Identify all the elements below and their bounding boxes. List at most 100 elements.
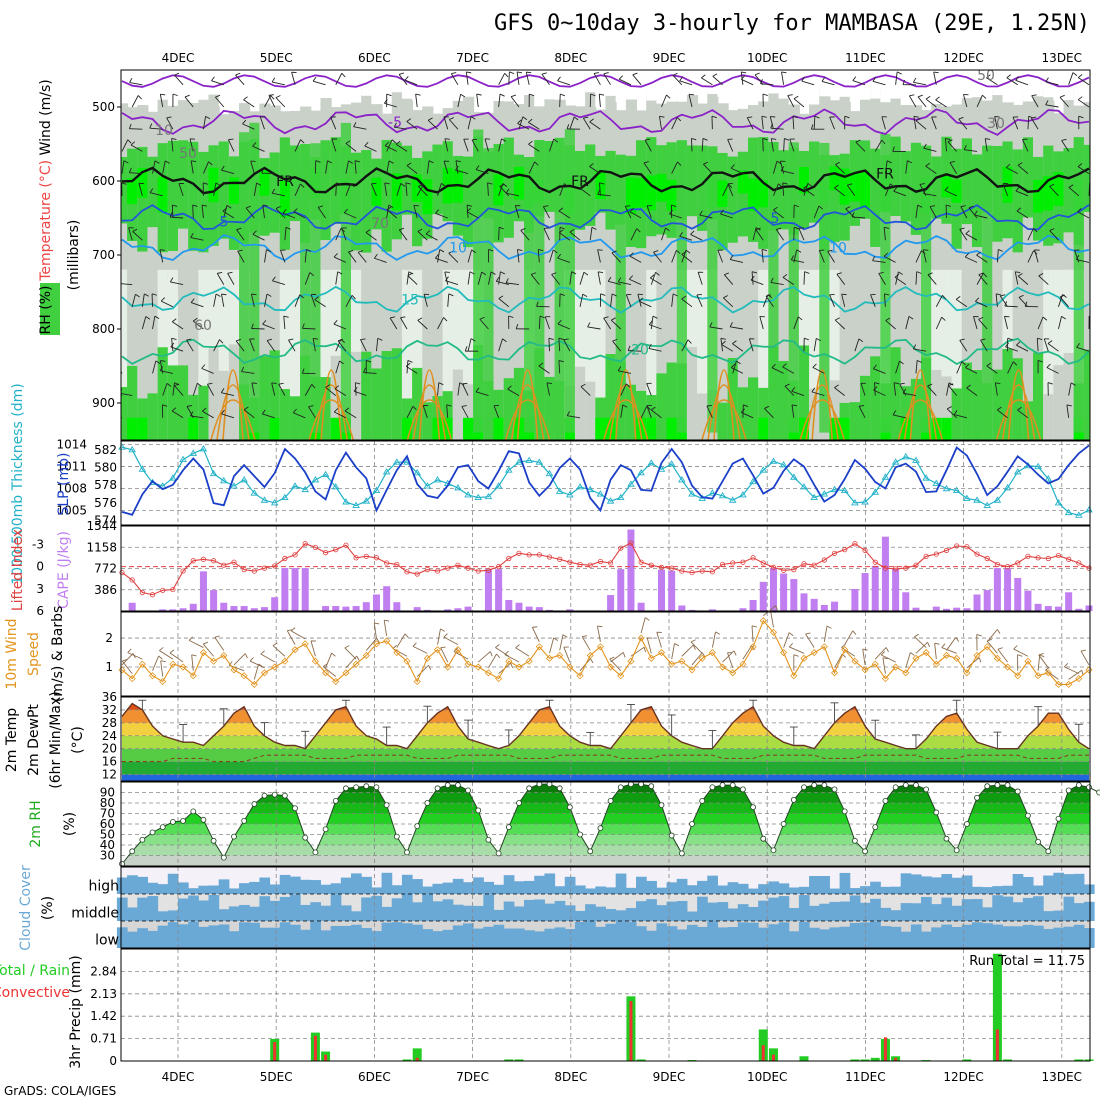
wind-barb	[793, 316, 799, 330]
contour-label: 5	[220, 215, 229, 231]
rh-lower-band	[646, 269, 658, 440]
wind-barb	[170, 346, 184, 352]
rh-green-layer	[778, 150, 790, 230]
wind-barb	[190, 237, 204, 241]
cloud-bar	[127, 931, 138, 948]
wind-barb-flag	[644, 138, 651, 141]
wind-barb-flag	[377, 337, 383, 341]
wind-barb	[722, 183, 729, 197]
rh-point	[363, 783, 370, 790]
cloud-bar	[585, 888, 596, 894]
li-point	[414, 571, 420, 577]
wind-barb	[742, 645, 753, 660]
wind-barb-flag	[365, 229, 371, 233]
wind-barb	[671, 643, 675, 660]
wind-barb-flag	[220, 388, 225, 393]
li-point	[160, 587, 166, 593]
wind-barb	[923, 147, 937, 152]
thickness-point	[616, 493, 625, 501]
wind-barb	[557, 257, 571, 263]
wind-speed-point	[556, 651, 564, 660]
wind-barb-flag	[123, 160, 129, 164]
wind-barb	[317, 207, 326, 219]
wind-barb	[551, 274, 561, 285]
wind-barb	[913, 81, 927, 86]
wind-barb-flag	[995, 382, 1001, 385]
wind-barb-flag	[188, 636, 194, 641]
wind-barb-flag	[217, 271, 223, 274]
wind-barb-flag	[282, 209, 287, 214]
top-date-label: 12DEC	[943, 51, 983, 65]
thickness-point	[515, 458, 523, 465]
rh-dry-top	[1033, 70, 1045, 97]
rh-lower-band	[727, 269, 739, 440]
wind-barb	[681, 339, 689, 352]
wind-barb	[671, 250, 677, 263]
wind-barb-flag	[566, 411, 570, 416]
li-point	[821, 557, 827, 563]
wind-barb	[172, 382, 175, 396]
cloud-bar	[951, 905, 963, 921]
wind-barb	[894, 276, 907, 285]
rh-lower-band	[544, 269, 556, 440]
wind-barb	[956, 361, 963, 374]
wind-barb	[412, 645, 428, 654]
cape-axis-label-part: CAPE (J/kg)	[56, 531, 72, 609]
wind-speed-point	[403, 657, 411, 665]
cloud-bar	[554, 927, 566, 948]
cloud-bar	[310, 880, 321, 894]
wind-speed-line	[121, 619, 1090, 686]
wind-barb	[214, 637, 225, 651]
wind-barb-flag	[729, 255, 734, 260]
wind-barb-flag	[1047, 382, 1053, 385]
rh-point	[261, 792, 268, 799]
rh-point	[1055, 815, 1062, 822]
cape-bar	[657, 569, 665, 611]
wind-barb	[202, 643, 214, 657]
wind-barb-flag	[1038, 653, 1044, 656]
wind-barb-flag	[236, 227, 242, 231]
wind-barb-flag	[793, 95, 799, 100]
wind-barb-flag	[353, 122, 357, 127]
wind-barb-flag	[165, 160, 170, 164]
wind-barb	[706, 405, 713, 418]
cloud-bar	[564, 905, 576, 921]
cloud-bar	[747, 906, 759, 921]
wind-barb	[966, 387, 978, 396]
wind-axis-label-3: (m/s) & Barbs	[50, 606, 66, 703]
warm-contour	[1007, 369, 1030, 440]
thickness-point	[769, 457, 778, 464]
wind-barb-flag	[453, 647, 458, 652]
rh-green-layer	[809, 141, 821, 223]
cloud-bar	[554, 886, 566, 894]
wind-barb-flag	[880, 651, 886, 656]
cloud-bar	[870, 921, 881, 948]
wind-barb-flag	[834, 184, 839, 189]
li-point	[1066, 556, 1072, 562]
rh-low-plume	[177, 365, 190, 440]
wind-barb	[721, 344, 733, 352]
rh-green-layer	[605, 150, 617, 230]
cloud-bar	[116, 897, 128, 921]
wind-barb	[569, 271, 572, 285]
wind-barb	[925, 98, 937, 108]
rh-vertical-plume	[707, 152, 719, 433]
wind-barb	[997, 649, 1008, 663]
cape-bar	[454, 608, 462, 611]
rh-dry-top	[320, 70, 332, 98]
wind-speed-point	[932, 660, 940, 668]
wind-barb-flag	[184, 94, 190, 98]
wind-barb-flag	[784, 383, 790, 387]
wind-barb	[976, 94, 983, 108]
wind-barb-flag	[502, 338, 507, 343]
warm-contour	[903, 384, 938, 440]
rh-low-plume	[208, 348, 220, 440]
wind-barb	[712, 75, 723, 86]
wind-barb	[213, 293, 217, 307]
rh-green-layer	[188, 141, 200, 251]
rh-green-layer	[727, 156, 739, 243]
wind-barb	[884, 160, 888, 174]
warm-contour	[1095, 400, 1100, 440]
thickness-point	[993, 496, 1002, 503]
wind-barb	[703, 163, 713, 174]
